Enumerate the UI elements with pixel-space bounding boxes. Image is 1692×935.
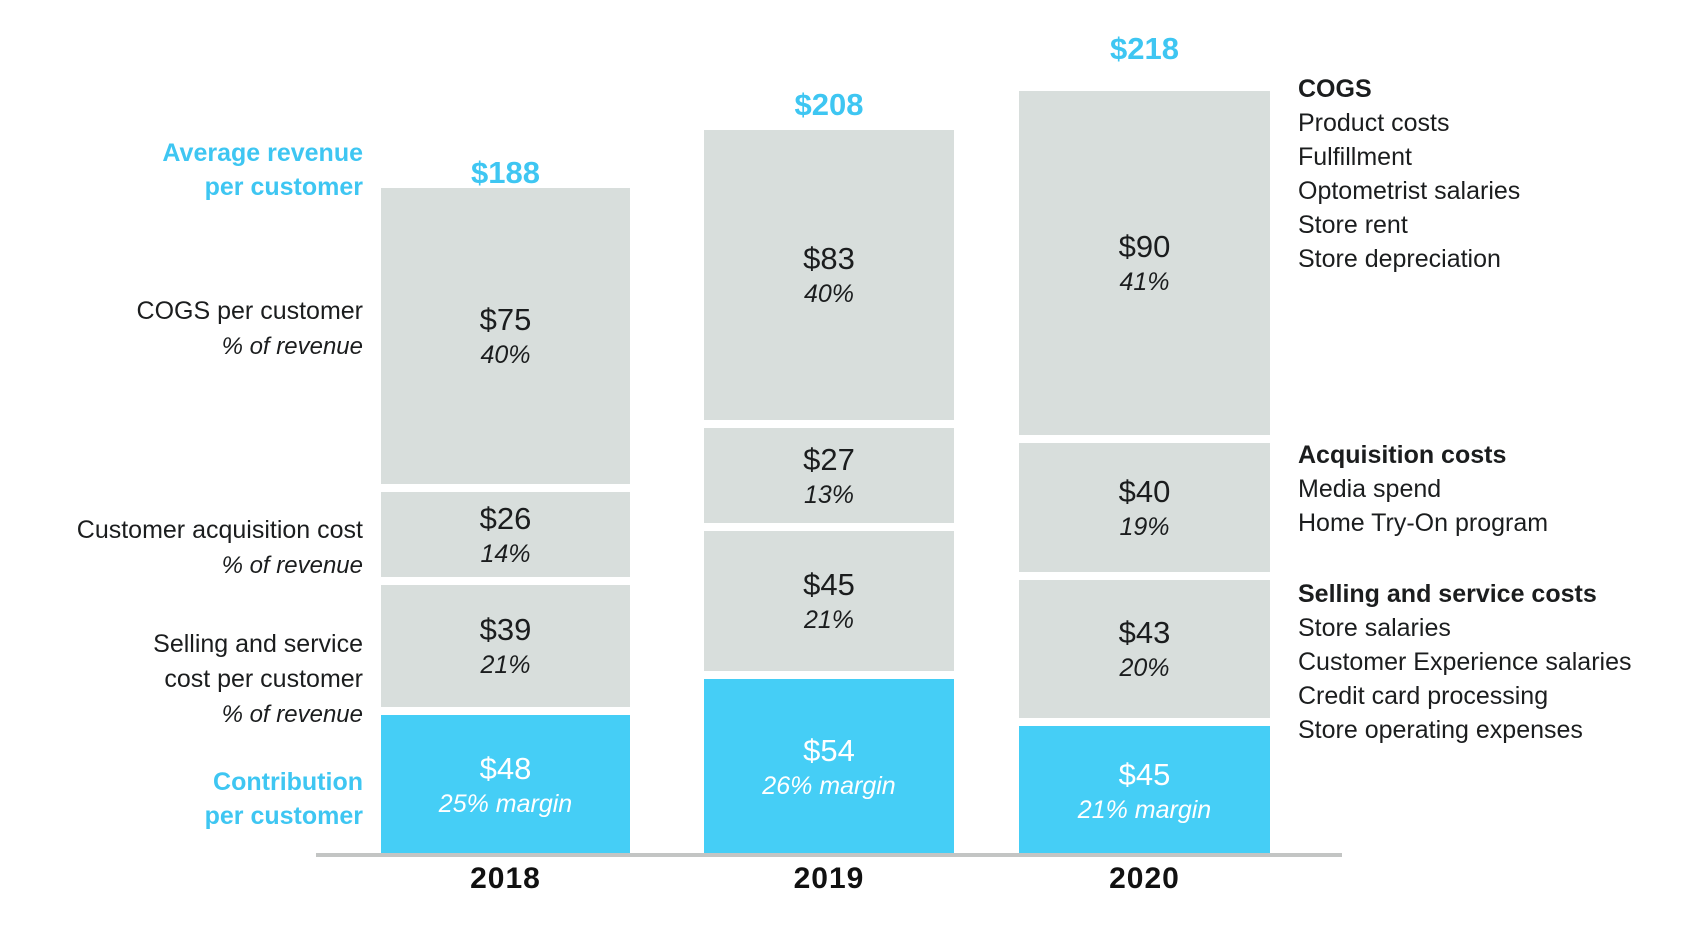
- selling-row-label: Selling and service cost per customer % …: [0, 627, 363, 732]
- segment-pct: 21%: [803, 606, 855, 634]
- annotation-item: Credit card processing: [1298, 682, 1549, 710]
- avg-revenue-line2: per customer: [204, 173, 363, 201]
- cac-row-label: Customer acquisition cost % of revenue: [0, 513, 363, 583]
- selling-row-sub: % of revenue: [221, 701, 363, 728]
- segment-value: $26: [479, 500, 532, 536]
- x-tick-2020: 2020: [1109, 862, 1180, 895]
- segment-cogs-2019: $83 40%: [704, 130, 954, 420]
- segment-value: $48: [479, 751, 532, 786]
- segment-pct: 26% margin: [762, 772, 896, 800]
- annotation-item: Store depreciation: [1298, 245, 1501, 273]
- annotation-selling: Selling and service costs Store salaries…: [1298, 577, 1688, 747]
- annotation-item: Optometrist salaries: [1298, 177, 1521, 205]
- segment-pct: 13%: [803, 480, 855, 509]
- annotation-item: Store salaries: [1298, 614, 1451, 642]
- segment-contribution-2019: $54 26% margin: [704, 679, 954, 855]
- segment-value: $27: [803, 441, 855, 477]
- segment-value: $83: [803, 241, 855, 276]
- segment-value: $75: [479, 302, 532, 337]
- segment-value: $90: [1118, 229, 1171, 264]
- segment-cac-2018: $26 14%: [381, 492, 630, 577]
- annotation-acquisition-header: Acquisition costs: [1298, 441, 1507, 469]
- annotation-item: Product costs: [1298, 109, 1450, 137]
- avg-revenue-label: Average revenue per customer: [0, 136, 363, 204]
- segment-pct: 21%: [480, 651, 531, 679]
- cogs-row-sub: % of revenue: [221, 333, 363, 360]
- x-tick-2018: 2018: [470, 862, 541, 895]
- segment-pct: 25% margin: [438, 790, 573, 818]
- segment-contribution-2020: $45 21% margin: [1019, 726, 1270, 855]
- x-tick-2019: 2019: [793, 862, 865, 895]
- annotation-item: Home Try-On program: [1298, 509, 1549, 537]
- x-axis-line: [316, 853, 1342, 857]
- cogs-row-line1: COGS per customer: [136, 297, 363, 325]
- annotation-cogs: COGS Product costs Fulfillment Optometri…: [1298, 72, 1688, 276]
- segment-cac-2020: $40 19%: [1019, 443, 1270, 572]
- selling-row-line1: Selling and service: [153, 630, 363, 658]
- segment-pct: 40%: [803, 280, 855, 308]
- segment-pct: 40%: [480, 341, 531, 369]
- segment-pct: 41%: [1119, 268, 1170, 296]
- selling-row-line2: cost per customer: [164, 665, 363, 693]
- annotation-item: Fulfillment: [1298, 143, 1412, 171]
- segment-selling-2020: $43 20%: [1019, 580, 1270, 718]
- segment-pct: 14%: [480, 539, 531, 568]
- total-label-2018: $188: [471, 155, 540, 190]
- segment-contribution-2018: $48 25% margin: [381, 715, 630, 855]
- annotation-item: Media spend: [1298, 475, 1442, 503]
- segment-value: $40: [1118, 473, 1171, 509]
- segment-value: $43: [1118, 615, 1171, 650]
- contribution-row-line2: per customer: [204, 802, 363, 830]
- segment-value: $45: [1118, 756, 1171, 792]
- segment-selling-2019: $45 21%: [704, 531, 954, 671]
- total-label-2020: $218: [1110, 31, 1179, 66]
- segment-value: $45: [803, 567, 855, 602]
- annotation-item: Customer Experience salaries: [1298, 648, 1632, 676]
- annotation-cogs-header: COGS: [1298, 75, 1372, 103]
- cac-row-sub: % of revenue: [221, 552, 363, 579]
- cogs-row-label: COGS per customer % of revenue: [0, 294, 363, 364]
- segment-pct: 21% margin: [1077, 795, 1212, 824]
- segment-value: $54: [803, 733, 855, 768]
- segment-cogs-2018: $75 40%: [381, 188, 630, 484]
- segment-cogs-2020: $90 41%: [1019, 91, 1270, 435]
- segment-cac-2019: $27 13%: [704, 428, 954, 523]
- annotation-acquisition: Acquisition costs Media spend Home Try-O…: [1298, 438, 1688, 540]
- segment-pct: 20%: [1119, 654, 1170, 682]
- total-label-2019: $208: [794, 87, 864, 122]
- annotation-item: Store operating expenses: [1298, 716, 1583, 744]
- contribution-row-line1: Contribution: [213, 768, 363, 796]
- annotation-selling-header: Selling and service costs: [1298, 580, 1597, 608]
- annotation-item: Store rent: [1298, 211, 1408, 239]
- segment-selling-2018: $39 21%: [381, 585, 630, 707]
- contribution-row-label: Contribution per customer: [0, 765, 363, 833]
- avg-revenue-line1: Average revenue: [162, 139, 363, 167]
- segment-value: $39: [479, 612, 532, 647]
- cac-row-line1: Customer acquisition cost: [76, 516, 363, 544]
- segment-pct: 19%: [1119, 512, 1170, 541]
